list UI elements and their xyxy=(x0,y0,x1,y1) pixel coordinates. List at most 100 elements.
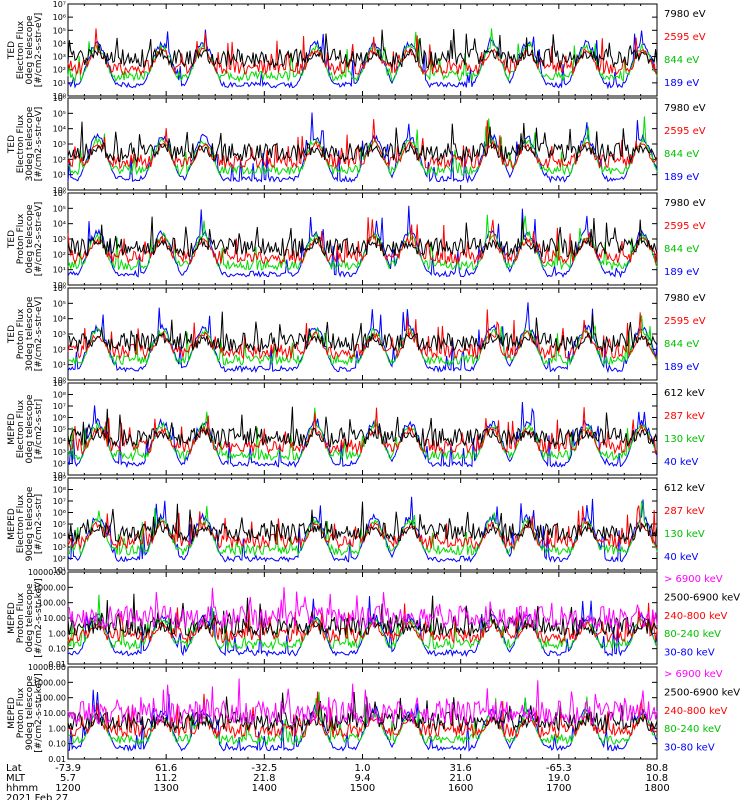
legend-entry: 240-800 keV xyxy=(664,706,728,717)
y-tick-label: 1.00 xyxy=(48,724,66,733)
y-tick-label: 10³ xyxy=(53,330,66,339)
y-tick-label: 10⁴ xyxy=(53,315,66,324)
y-tick-label: 10⁴ xyxy=(53,125,66,134)
date-label: 2021 Feb 27 xyxy=(6,793,68,800)
series-line-612-kev xyxy=(67,501,658,543)
y-axis-label: MEPEDProton Flux0deg telescope[#/cm2-s-s… xyxy=(7,578,44,657)
panel-4: 10⁰ 10¹ 10² 10³ 10⁴ 10⁵ 10⁶ TEDProton Flux30deg… xyxy=(7,284,706,385)
legend-entry: 7980 eV xyxy=(664,103,706,114)
y-tick-label: 10⁵ xyxy=(53,425,66,434)
y-axis-label-line: Proton Flux xyxy=(16,308,26,359)
y-tick-label: 10⁵ xyxy=(53,520,66,529)
y-axis-label-line: 30deg telescope xyxy=(25,296,35,371)
series-line-2500-6900-kev xyxy=(67,691,658,733)
y-axis-label: MEPEDProton Flux90deg telescope[#/cm2-s-… xyxy=(7,673,44,752)
series-line-189-ev xyxy=(67,302,658,374)
y-tick-label: 10⁵ xyxy=(53,299,66,308)
y-tick-label: 10⁵ xyxy=(53,26,66,35)
y-tick-label: 10⁴ xyxy=(53,39,66,48)
legend-entry: 2500-6900 keV xyxy=(664,687,740,698)
y-axis-label: TEDElectron Flux30deg telescope[#/cm2-s-… xyxy=(7,106,44,181)
y-axis-label-line: 0deg telescope xyxy=(25,394,35,464)
y-tick-label: 10⁷ xyxy=(53,402,66,411)
y-axis-label-line: MEPED xyxy=(7,697,17,729)
y-tick-label: 100.00 xyxy=(38,599,66,608)
series-line-7980-ev xyxy=(67,121,658,163)
y-tick-label: 10³ xyxy=(53,53,66,62)
y-tick-label: 10⁹ xyxy=(53,379,66,388)
legend-entry: > 6900 keV xyxy=(664,669,723,680)
y-tick-label: 10³ xyxy=(53,543,66,552)
legend-entry: 844 eV xyxy=(664,55,699,66)
y-tick-label: 10⁰ xyxy=(53,186,66,195)
y-tick-label: 1000.00 xyxy=(33,583,66,592)
y-axis-label-line: 90deg telescope xyxy=(25,486,35,561)
panel-3: 10⁰ 10¹ 10² 10³ 10⁴ 10⁵ 10⁶ TEDProton Flux0deg … xyxy=(7,189,706,290)
time-axis-mlt-label: 21.8 xyxy=(253,773,275,784)
y-tick-label: 100.00 xyxy=(38,694,66,703)
y-axis-label-line: 0deg telescope xyxy=(25,583,35,653)
time-axis-hhmm-label: 1700 xyxy=(546,783,571,794)
y-axis-label-line: 0deg telescope xyxy=(25,15,35,85)
y-tick-label: 10⁸ xyxy=(53,486,66,495)
series-line-80-240-kev xyxy=(67,594,658,651)
series-line-844-ev xyxy=(67,116,658,177)
y-tick-label: 10⁷ xyxy=(53,497,66,506)
y-tick-label: 10⁰ xyxy=(53,92,66,101)
y-tick-label: 0.01 xyxy=(48,660,66,669)
time-axis-lat-label: 80.8 xyxy=(646,763,668,774)
time-axis-hhmm-label: 1800 xyxy=(644,783,669,794)
panel-frame xyxy=(67,287,658,381)
series-line-189-ev xyxy=(67,112,658,184)
y-tick-label: 10² xyxy=(53,555,66,564)
y-tick-label: 10⁷ xyxy=(53,0,66,9)
y-axis-label-line: 90deg telescope xyxy=(25,675,35,750)
time-axis-lat-label: -65.3 xyxy=(546,763,572,774)
legend-entry: 130 keV xyxy=(664,434,705,445)
y-axis-label-line: Electron Flux xyxy=(16,20,26,79)
y-tick-label: 10⁵ xyxy=(53,109,66,118)
y-axis-label-line: [#/cm2-s-str-eV] xyxy=(34,202,44,277)
time-axis-row-label: Lat xyxy=(6,763,22,774)
y-axis-label-line: [#/cm2-s-str-eV] xyxy=(34,297,44,372)
time-axis-lat-label: 1.0 xyxy=(355,763,371,774)
y-tick-label: 10¹ xyxy=(53,471,66,480)
legend-entry: 287 keV xyxy=(664,411,705,422)
y-axis-label-line: [#/cm2-s-str] xyxy=(34,399,44,459)
y-tick-label: 10⁹ xyxy=(53,474,66,483)
y-axis-label-line: MEPED xyxy=(7,508,17,540)
legend-entry: 2595 eV xyxy=(664,126,706,137)
series-line-7980-ev xyxy=(67,311,658,353)
y-axis-label-line: MEPED xyxy=(7,413,17,445)
y-tick-label: 0.10 xyxy=(48,740,66,749)
y-axis-label-line: TED xyxy=(7,135,17,154)
series-line-240-800-kev xyxy=(67,691,658,739)
time-axis: LatMLThhmm-73.95.7120061.611.21300-32.52… xyxy=(6,763,670,800)
y-tick-label: 10¹ xyxy=(53,361,66,370)
y-axis-label-line: Proton Flux xyxy=(16,592,26,643)
y-axis-label-line: 0deg telescope xyxy=(25,204,35,274)
y-axis-label-line: TED xyxy=(7,325,17,344)
series-line-130-kev xyxy=(67,407,658,462)
y-axis-label-line: [#/cm2-s-str-eV] xyxy=(34,107,44,182)
y-tick-label: 10⁰ xyxy=(53,281,66,290)
y-tick-label: 10.00 xyxy=(43,614,66,623)
legend-entry: 40 keV xyxy=(664,457,698,468)
time-axis-row-label: MLT xyxy=(6,773,26,784)
y-tick-label: 10¹ xyxy=(53,266,66,275)
y-tick-label: 10¹ xyxy=(53,79,66,88)
y-tick-label: 10⁶ xyxy=(53,189,66,198)
y-axis-label: MEPEDElectron Flux90deg telescope[#/cm2-… xyxy=(7,486,44,561)
y-axis-label-line: Electron Flux xyxy=(16,494,26,553)
panel-1: 10⁰ 10¹ 10² 10³ 10⁴ 10⁵ 10⁶ 10⁷ TEDElectron Flux… xyxy=(7,0,706,101)
y-tick-label: 10² xyxy=(53,460,66,469)
series-line--6900-kev xyxy=(67,678,658,726)
y-axis-label-line: [#/cm2-s-str-eV] xyxy=(34,13,44,88)
y-tick-label: 10⁴ xyxy=(53,437,66,446)
y-tick-label: 1.00 xyxy=(48,629,66,638)
legend-entry: 612 keV xyxy=(664,388,705,399)
time-axis-lat-label: 31.6 xyxy=(450,763,472,774)
y-tick-label: 10¹ xyxy=(53,566,66,575)
time-axis-mlt-label: 21.0 xyxy=(450,773,472,784)
y-tick-label: 10.00 xyxy=(43,709,66,718)
